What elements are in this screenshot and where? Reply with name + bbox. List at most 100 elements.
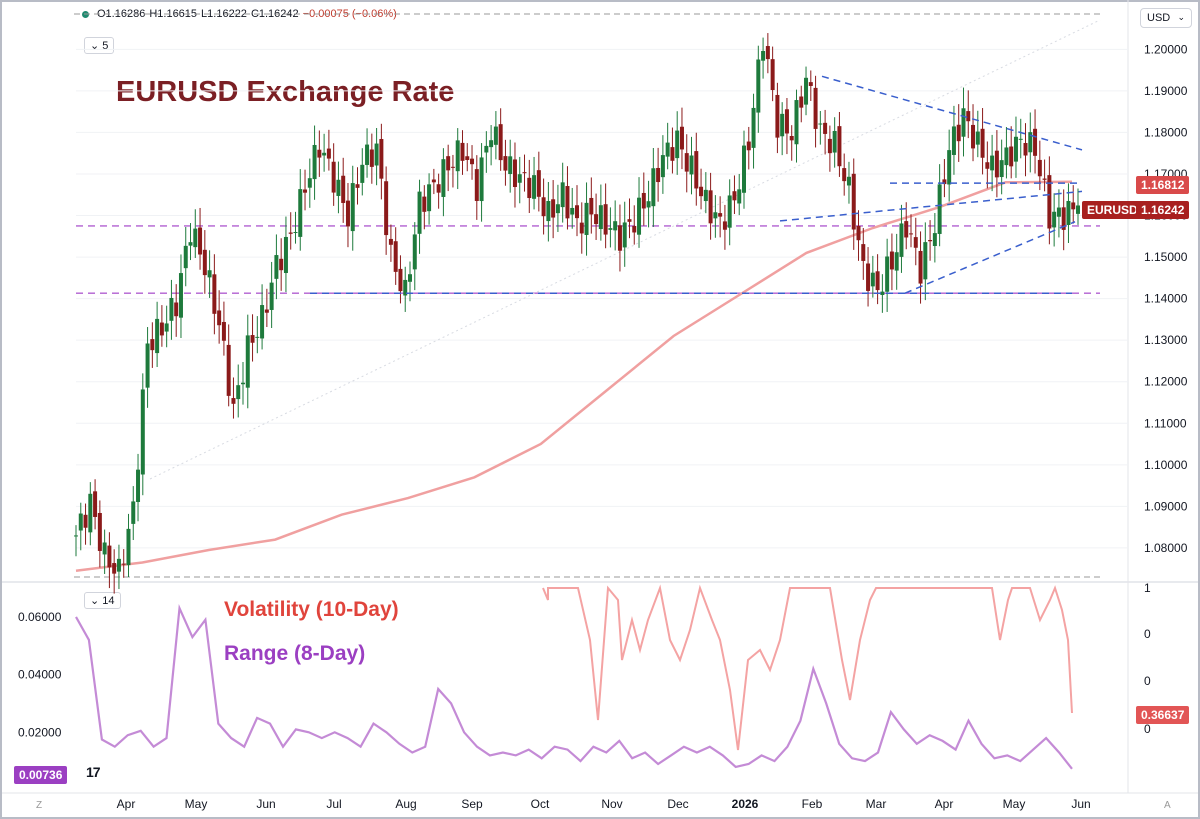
- candle-body: [460, 142, 465, 161]
- candle-body: [508, 156, 513, 175]
- candle-body: [269, 282, 274, 310]
- lower-indicator-count: 14: [102, 595, 115, 607]
- lower-indicator-collapse-button[interactable]: ⌄ 14: [84, 592, 121, 609]
- candle-body: [136, 469, 141, 502]
- candle-body: [264, 309, 269, 313]
- candle-body: [350, 183, 355, 232]
- lower-triangle-trendline: [779, 190, 1083, 222]
- ohlc-high: H1.16615: [149, 8, 198, 20]
- moving-average-line: [75, 180, 1073, 573]
- candle-body: [331, 161, 336, 193]
- candle-body: [622, 222, 627, 248]
- candle-body: [975, 131, 980, 145]
- chart-title: EURUSD Exchange Rate: [116, 76, 455, 108]
- candle-body: [178, 273, 183, 318]
- candle-body: [522, 172, 527, 174]
- candle-body: [474, 169, 479, 201]
- ma-price-tag: 1.16812: [1136, 176, 1190, 194]
- candle-body: [541, 197, 546, 217]
- ohlc-low: L1.16222: [201, 8, 247, 20]
- candle-body: [942, 179, 947, 185]
- candle-body: [1037, 159, 1042, 177]
- candle-body: [713, 212, 718, 219]
- ohlc-open: O1.16286: [97, 8, 146, 20]
- candle-body: [236, 385, 241, 400]
- candle-body: [851, 173, 856, 230]
- candle-body: [174, 302, 179, 317]
- time-tick-label: Aug: [395, 797, 416, 811]
- volatility-tick-label: 0: [1144, 722, 1151, 736]
- candle-body: [880, 291, 885, 296]
- candle-body: [999, 160, 1004, 178]
- candle-body: [279, 258, 284, 271]
- indicator-count: 5: [102, 40, 109, 52]
- candle-body: [431, 179, 436, 183]
- candle-body: [303, 189, 308, 193]
- candle-body: [83, 514, 88, 528]
- scale-mode-z[interactable]: Z: [36, 800, 43, 811]
- candle-body: [1056, 207, 1061, 217]
- time-tick-label: May: [185, 797, 208, 811]
- candle-body: [293, 232, 298, 234]
- price-tick-label: 1.11000: [1144, 416, 1187, 430]
- scale-mode-auto[interactable]: A: [1164, 800, 1171, 811]
- candle-body: [980, 128, 985, 158]
- candle-body: [641, 192, 646, 209]
- candle-body: [97, 512, 102, 551]
- candle-body: [861, 244, 866, 261]
- candle-body: [193, 228, 198, 248]
- candle-body: [403, 279, 408, 296]
- candle-body: [856, 225, 861, 241]
- candle-body: [198, 227, 203, 255]
- volatility-tick-label: 1: [1144, 581, 1151, 595]
- candle-body: [226, 344, 231, 396]
- candle-body: [379, 138, 384, 179]
- candle-body: [78, 513, 83, 531]
- candle-body: [656, 167, 661, 183]
- price-tick-label: 1.10000: [1144, 458, 1188, 472]
- candle-body: [422, 196, 427, 212]
- candle-body: [221, 321, 226, 341]
- candle-body: [207, 270, 212, 278]
- candle-body: [823, 122, 828, 134]
- candle-body: [651, 168, 656, 207]
- currency-button[interactable]: USD ⌄: [1140, 8, 1192, 28]
- candle-body: [665, 142, 670, 157]
- time-tick-label: Jul: [326, 797, 341, 811]
- candle-body: [689, 155, 694, 175]
- faint-trend-ray: [149, 19, 1101, 480]
- price-tick-label: 1.13000: [1144, 333, 1188, 347]
- range-tick-label: 0.06000: [18, 610, 62, 624]
- candle-body: [427, 184, 432, 212]
- candle-body: [737, 189, 742, 204]
- candle-body: [1076, 205, 1080, 214]
- candle-body: [827, 138, 832, 154]
- candle-body: [632, 225, 637, 233]
- candle-body: [894, 252, 899, 271]
- candle-body: [742, 145, 746, 193]
- price-tick-label: 1.18000: [1144, 125, 1188, 139]
- candle-body: [1052, 211, 1057, 228]
- candle-body: [670, 147, 675, 161]
- candle-body: [465, 156, 470, 160]
- chevron-down-icon: ⌄: [1177, 12, 1185, 22]
- candle-body: [818, 123, 823, 125]
- candle-body: [388, 238, 393, 245]
- candle-body: [1071, 202, 1076, 210]
- candle-body: [131, 501, 136, 524]
- candle-body: [1018, 138, 1023, 140]
- price-tick-label: 1.09000: [1144, 499, 1188, 513]
- candle-body: [761, 50, 766, 61]
- candle-body: [155, 318, 160, 354]
- candle-body: [527, 177, 532, 199]
- candle-body: [107, 545, 112, 568]
- candle-body: [408, 274, 412, 282]
- candle-body: [183, 245, 188, 269]
- candle-body: [909, 233, 913, 235]
- tradingview-logo: 17: [86, 764, 101, 780]
- candle-body: [355, 184, 360, 188]
- candle-body: [369, 149, 374, 167]
- candle-body: [260, 305, 265, 339]
- rising-support-trendline: [904, 221, 1076, 294]
- candle-body: [1033, 128, 1038, 156]
